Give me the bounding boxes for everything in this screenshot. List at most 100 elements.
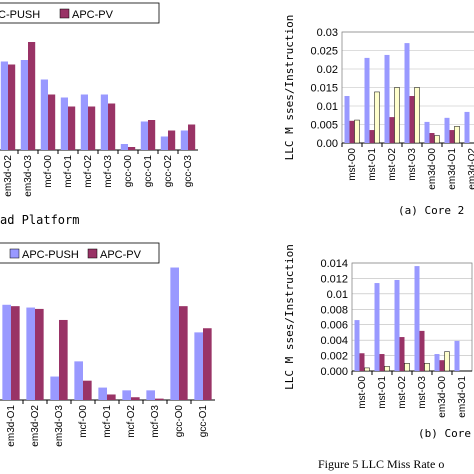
bar: [28, 42, 36, 150]
y-tick-label: 0.03: [317, 27, 338, 39]
x-tick-label: mcf-O1: [102, 405, 113, 438]
bar: [59, 319, 68, 400]
y-tick-label: 0.002: [320, 351, 348, 363]
x-tick-label: mcf-O0: [43, 155, 54, 188]
bar: [74, 361, 83, 400]
bar: [439, 360, 445, 371]
bar: [168, 130, 176, 150]
bar: [83, 380, 92, 400]
bar: [414, 266, 420, 371]
x-tick-label: gcc-O0: [123, 155, 134, 188]
bar: [128, 147, 136, 150]
x-tick-label: em3d-O1: [447, 148, 458, 190]
bar: [449, 130, 455, 143]
x-tick-label: gcc-O2: [163, 155, 174, 188]
bar: [389, 117, 395, 143]
y-tick-label: 0.00: [317, 138, 338, 150]
y-tick-label: 0.012: [320, 273, 348, 285]
x-tick-label: mcf-O3: [150, 405, 161, 438]
x-tick-label: mcf-O3: [103, 155, 114, 188]
legend-label: C-PUSH: [0, 9, 40, 21]
legend-label: APC-PV: [72, 9, 114, 21]
bar: [11, 306, 20, 400]
bar: [140, 121, 148, 150]
bar: [444, 117, 450, 143]
bar: [424, 363, 430, 372]
bar: [100, 94, 108, 150]
x-tick-label: mst-O1: [367, 148, 378, 181]
bar: [349, 120, 355, 143]
y-tick-label: 0.015: [310, 83, 338, 95]
bar: [8, 64, 16, 150]
x-tick-label: mst-O1: [377, 376, 388, 409]
bar: [464, 111, 470, 143]
bar: [40, 79, 48, 150]
y-tick-label: 0.01: [327, 289, 348, 301]
bar: [170, 267, 179, 400]
x-axis-label: ad Platform: [0, 213, 79, 227]
bar: [68, 106, 76, 150]
bar: [444, 351, 450, 372]
x-tick-label: em3d-O3: [54, 405, 65, 447]
x-tick-label: gcc-O1: [198, 405, 209, 438]
bar: [419, 330, 425, 371]
bar: [394, 279, 400, 371]
x-tick-label: gcc-O3: [183, 155, 194, 188]
bar: [2, 304, 12, 400]
bar: [454, 340, 460, 371]
y-tick-label: 0.01: [317, 101, 338, 113]
bar: [374, 91, 380, 144]
bar: [179, 306, 188, 400]
legend-label: APC-PV: [100, 249, 142, 261]
bar: [454, 126, 460, 144]
bar: [374, 283, 380, 371]
bar: [379, 354, 385, 371]
y-tick-label: 0.004: [320, 335, 348, 347]
bar: [131, 397, 140, 400]
y-axis-label: LLC M sses/Instruction: [283, 244, 296, 390]
bar: [364, 367, 370, 372]
x-tick-label: gcc-O0: [174, 405, 185, 438]
x-tick-label: em3d-O1: [457, 376, 468, 418]
x-tick-label: mcf-O2: [126, 405, 137, 438]
x-tick-label: em3d-O2: [3, 155, 14, 197]
x-tick-label: em3d-O2: [467, 148, 474, 190]
bar: [434, 135, 440, 144]
bar: [98, 387, 107, 400]
bar: [384, 366, 390, 372]
bar: [146, 390, 155, 400]
bar: [344, 96, 350, 143]
x-tick-label: em3d-O3: [23, 155, 34, 197]
bar: [122, 390, 131, 400]
bar: [434, 354, 440, 371]
bar: [188, 124, 196, 150]
bar: [409, 96, 415, 143]
plot-frame: [351, 262, 473, 372]
bar: [180, 130, 188, 150]
x-tick-label: mst-O0: [347, 148, 358, 181]
bar: [35, 308, 44, 400]
bar: [107, 394, 116, 400]
x-tick-label: mst-O2: [397, 376, 408, 409]
bar: [364, 57, 370, 143]
bar: [120, 144, 128, 150]
bar: [155, 398, 164, 400]
x-tick-label: em3d-O2: [30, 405, 41, 447]
x-tick-label: em3d-O0: [427, 148, 438, 190]
x-tick-label: mst-O0: [357, 376, 368, 409]
x-tick-label: mst-O2: [387, 148, 398, 181]
legend-swatch: [87, 248, 98, 259]
x-tick-label: em3d-O0: [437, 376, 448, 418]
bar: [404, 43, 410, 143]
bar: [148, 120, 156, 150]
y-tick-label: 0.025: [310, 46, 338, 58]
y-tick-label: 0.02: [317, 64, 338, 76]
bar: [20, 60, 28, 150]
bar: [108, 103, 116, 150]
bar: [359, 353, 365, 371]
y-tick-label: 0.014: [320, 258, 348, 270]
x-tick-label: mcf-O2: [83, 155, 94, 188]
bar: [414, 87, 420, 144]
y-axis-label: LLC M sses/Instruction: [283, 15, 296, 161]
